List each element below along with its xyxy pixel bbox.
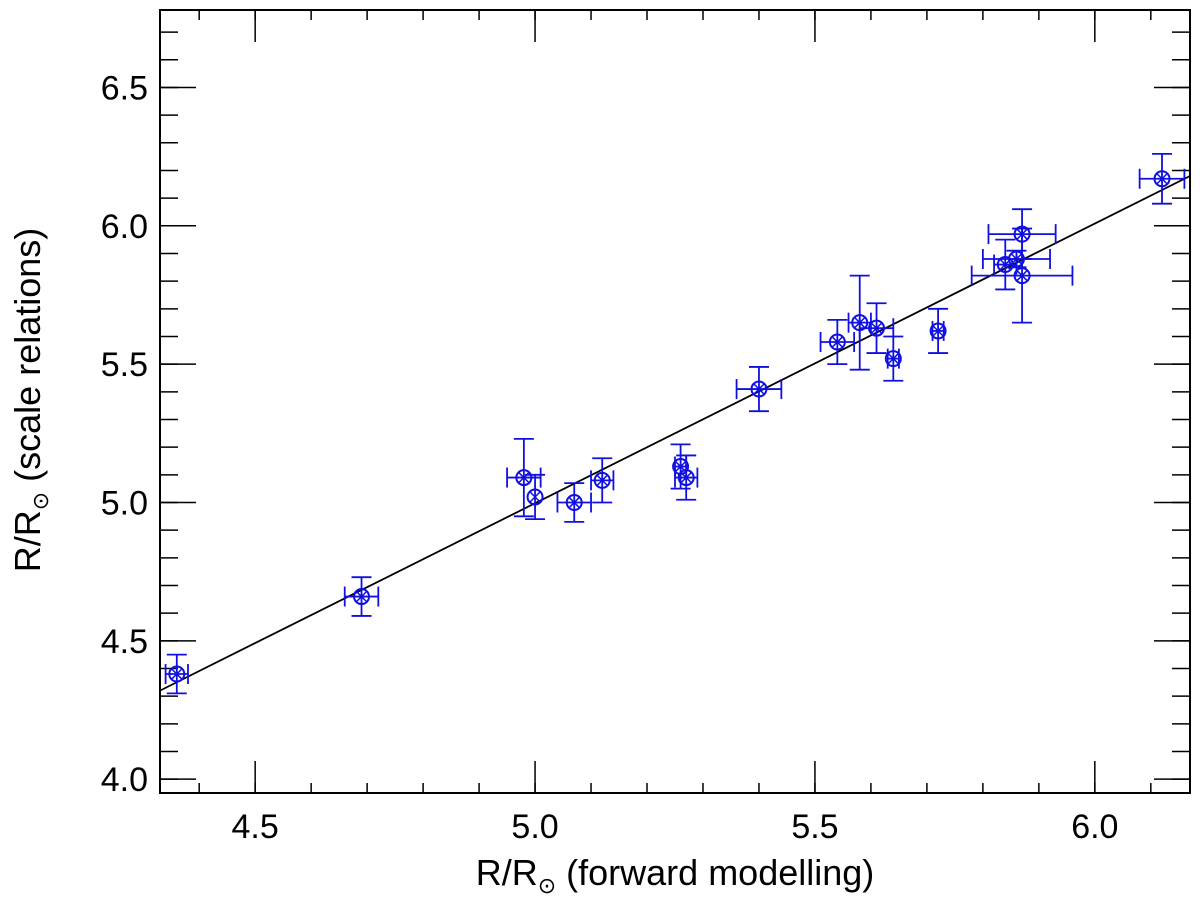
point-cross bbox=[170, 668, 183, 680]
data-points bbox=[164, 152, 1186, 695]
point-marker bbox=[353, 588, 371, 606]
x-axis-label: R/R⊙ (forward modelling) bbox=[476, 852, 875, 898]
point-cross bbox=[355, 590, 368, 603]
point-marker bbox=[929, 322, 947, 340]
data-point bbox=[883, 335, 904, 382]
point-marker bbox=[526, 488, 544, 506]
point-cross bbox=[932, 325, 944, 337]
y-tick-label: 4.5 bbox=[101, 623, 148, 661]
y-tick-label: 4.0 bbox=[101, 761, 148, 799]
point-cross bbox=[596, 474, 609, 487]
plot-frame bbox=[159, 9, 1191, 794]
point-marker bbox=[1013, 267, 1031, 285]
point-marker bbox=[868, 319, 886, 337]
data-point bbox=[590, 457, 615, 504]
point-cross bbox=[887, 352, 900, 365]
point-cross bbox=[1016, 269, 1028, 282]
point-marker bbox=[168, 665, 186, 683]
point-cross bbox=[753, 383, 765, 395]
point-marker bbox=[565, 493, 583, 511]
point-cross bbox=[831, 336, 844, 348]
data-point bbox=[525, 473, 546, 520]
point-cross bbox=[568, 496, 581, 509]
data-point bbox=[970, 227, 1074, 324]
data-point bbox=[928, 307, 949, 354]
x-tick-label: 6.0 bbox=[1071, 808, 1118, 846]
point-marker bbox=[593, 471, 611, 489]
point-marker bbox=[884, 350, 902, 368]
point-marker bbox=[1153, 170, 1171, 188]
data-point bbox=[343, 576, 380, 617]
data-point bbox=[858, 302, 895, 354]
tick-labels: 4.5 5.0 5.5 6.0 4.0 4.5 5.0 5.5 6.0 6.5 bbox=[101, 69, 1119, 846]
point-cross bbox=[674, 460, 687, 473]
point-marker bbox=[515, 469, 533, 487]
fit-line bbox=[159, 175, 1191, 692]
x-tick-label: 4.5 bbox=[232, 808, 279, 846]
point-cross bbox=[680, 471, 693, 484]
data-point bbox=[1138, 152, 1186, 205]
point-marker bbox=[750, 380, 768, 398]
y-tick-label: 5.0 bbox=[101, 484, 148, 522]
point-cross bbox=[1156, 172, 1168, 185]
y-tick-label: 6.0 bbox=[101, 208, 148, 246]
data-point bbox=[819, 318, 856, 366]
point-marker bbox=[677, 469, 695, 487]
data-point bbox=[735, 366, 783, 413]
x-tick-label: 5.0 bbox=[511, 808, 558, 846]
point-cross bbox=[529, 491, 541, 503]
axis-ticks bbox=[160, 10, 1190, 793]
y-tick-label: 5.5 bbox=[101, 346, 148, 384]
point-cross bbox=[870, 322, 883, 335]
y-tick-label: 6.5 bbox=[101, 69, 148, 107]
fit-line-group bbox=[159, 175, 1191, 692]
point-marker bbox=[828, 333, 846, 351]
y-axis-label: R/R⊙ (scale relations) bbox=[7, 228, 53, 573]
x-tick-label: 5.5 bbox=[791, 808, 838, 846]
data-point bbox=[556, 482, 592, 523]
data-point bbox=[164, 653, 189, 695]
data-point bbox=[674, 454, 699, 501]
data-point bbox=[993, 238, 1018, 291]
